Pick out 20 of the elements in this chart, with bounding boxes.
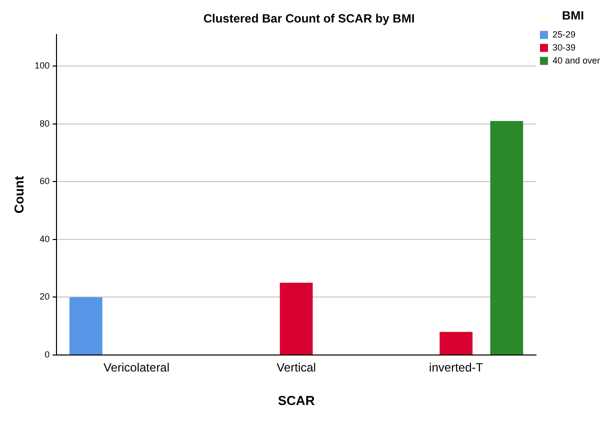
chart-title: Clustered Bar Count of SCAR by BMI	[203, 12, 415, 26]
bar	[440, 332, 473, 354]
legend-label: 30-39	[552, 42, 576, 52]
x-tick-label: Vertical	[276, 360, 316, 375]
bar	[280, 282, 313, 354]
bar	[69, 297, 102, 354]
legend-title: BMI	[562, 8, 584, 22]
legend-label: 40 and over	[552, 55, 600, 66]
x-tick-label: Vericolateral	[103, 360, 170, 375]
y-tick-label: 0	[44, 349, 50, 360]
y-tick-label: 100	[34, 60, 50, 71]
bar	[490, 121, 524, 354]
x-tick-label: inverted-T	[429, 360, 484, 375]
y-tick-label: 60	[40, 176, 50, 186]
y-tick-label: 40	[40, 234, 50, 244]
y-axis-title: Count	[11, 175, 26, 214]
legend-label: 25-29	[552, 29, 576, 40]
x-axis-title: SCAR	[278, 392, 316, 408]
y-tick-label: 80	[40, 118, 50, 128]
y-tick-label: 20	[40, 292, 50, 302]
